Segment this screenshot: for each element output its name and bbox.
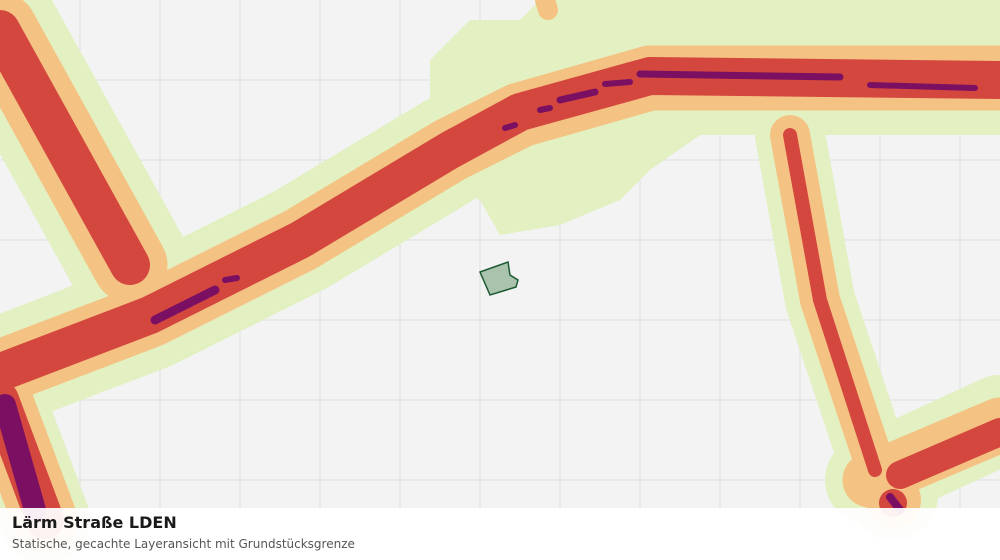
info-panel xyxy=(0,508,1000,560)
layer-subtitle: Statische, gecachte Layeransicht mit Gru… xyxy=(12,537,355,551)
parcel-boundary[interactable] xyxy=(478,260,519,296)
layer-title: Lärm Straße LDEN xyxy=(12,513,177,532)
